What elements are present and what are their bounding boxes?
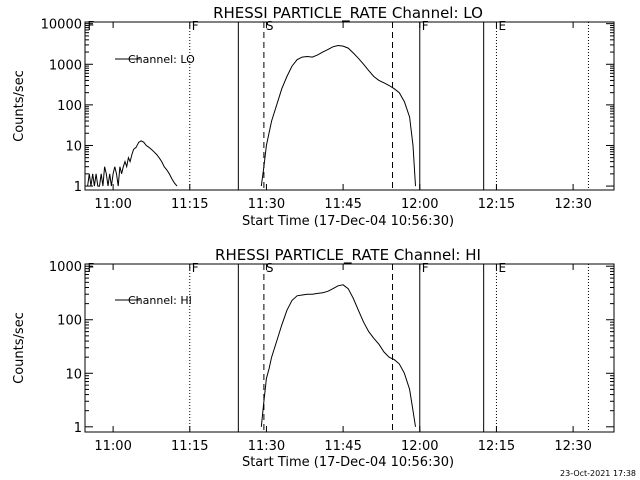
x-tick-label: 12:00 xyxy=(401,197,438,212)
x-tick-label: 11:00 xyxy=(94,197,131,212)
y-axis-label: Counts/sec xyxy=(12,70,27,142)
y-tick-label: 10 xyxy=(65,367,82,382)
y-tick-label: 1 xyxy=(74,421,82,436)
panel-channel-lo: RHESSI PARTICLE_RATE Channel: LO F S F E F C… xyxy=(12,4,615,229)
x-tick-label: 11:30 xyxy=(248,439,285,454)
footer-timestamp: 23-Oct-2021 17:38 xyxy=(560,469,636,478)
annotation-label: S xyxy=(266,19,274,33)
panel-title: RHESSI PARTICLE_RATE Channel: HI xyxy=(215,246,481,265)
series-line xyxy=(87,140,178,187)
y-tick-label: 1000 xyxy=(49,260,82,275)
annotation-label: E xyxy=(498,261,506,275)
plot-frame xyxy=(84,21,615,191)
y-axis-ticks: 1 10 100 1000 10000 xyxy=(41,18,614,195)
y-tick-label: 10 xyxy=(65,139,82,154)
legend-entry: Channel: LO xyxy=(128,53,195,66)
y-tick-label: 1 xyxy=(74,180,82,195)
y-tick-label: 1000 xyxy=(49,58,82,73)
series-line xyxy=(260,44,416,187)
annotation-label: F xyxy=(192,19,199,33)
x-tick-label: 11:45 xyxy=(324,439,361,454)
panel-title: RHESSI PARTICLE_RATE Channel: LO xyxy=(213,4,483,23)
annotation-label: F xyxy=(422,19,429,33)
x-tick-label: 11:00 xyxy=(94,439,131,454)
y-axis-label: Counts/sec xyxy=(12,312,27,384)
x-axis-ticks: 11:00 11:15 11:30 11:45 12:00 12:15 12:30 xyxy=(94,264,592,454)
annotation-label: S xyxy=(266,261,274,275)
x-tick-label: 12:30 xyxy=(554,439,591,454)
x-tick-label: 11:15 xyxy=(171,439,208,454)
annotation-label: F xyxy=(422,261,429,275)
legend: Channel: LO xyxy=(115,53,195,66)
annotation-lines: F S F EF xyxy=(88,261,589,432)
x-tick-label: 11:15 xyxy=(171,197,208,212)
x-tick-label: 12:00 xyxy=(401,439,438,454)
series-lines xyxy=(260,284,416,427)
legend-entry: Channel: HI xyxy=(128,294,192,307)
y-tick-label: 100 xyxy=(57,314,82,329)
y-tick-label: 10000 xyxy=(41,18,82,33)
x-axis-label: Start Time (17-Dec-04 10:56:30) xyxy=(242,455,454,470)
legend: Channel: HI xyxy=(115,294,192,307)
annotation-label: F xyxy=(88,261,95,275)
series-lines xyxy=(87,44,416,187)
x-tick-label: 12:15 xyxy=(478,197,515,212)
x-tick-label: 11:45 xyxy=(324,197,361,212)
x-tick-label: 12:30 xyxy=(554,197,591,212)
x-tick-label: 11:30 xyxy=(248,197,285,212)
y-axis-ticks: 1 10 100 1000 xyxy=(49,260,614,436)
annotation-label: F xyxy=(88,19,95,33)
panel-channel-hi: RHESSI PARTICLE_RATE Channel: HI F S F E F C… xyxy=(12,246,615,470)
x-axis-ticks: 11:00 11:15 11:30 11:45 12:00 12:15 12:30 xyxy=(94,22,592,212)
y-tick-label: 100 xyxy=(57,99,82,114)
x-axis-label: Start Time (17-Dec-04 10:56:30) xyxy=(242,214,454,229)
annotation-label: F xyxy=(192,261,199,275)
annotation-label: E xyxy=(498,19,506,33)
x-tick-label: 12:15 xyxy=(478,439,515,454)
annotation-lines: F S F EF xyxy=(88,19,589,190)
series-line xyxy=(260,284,416,427)
